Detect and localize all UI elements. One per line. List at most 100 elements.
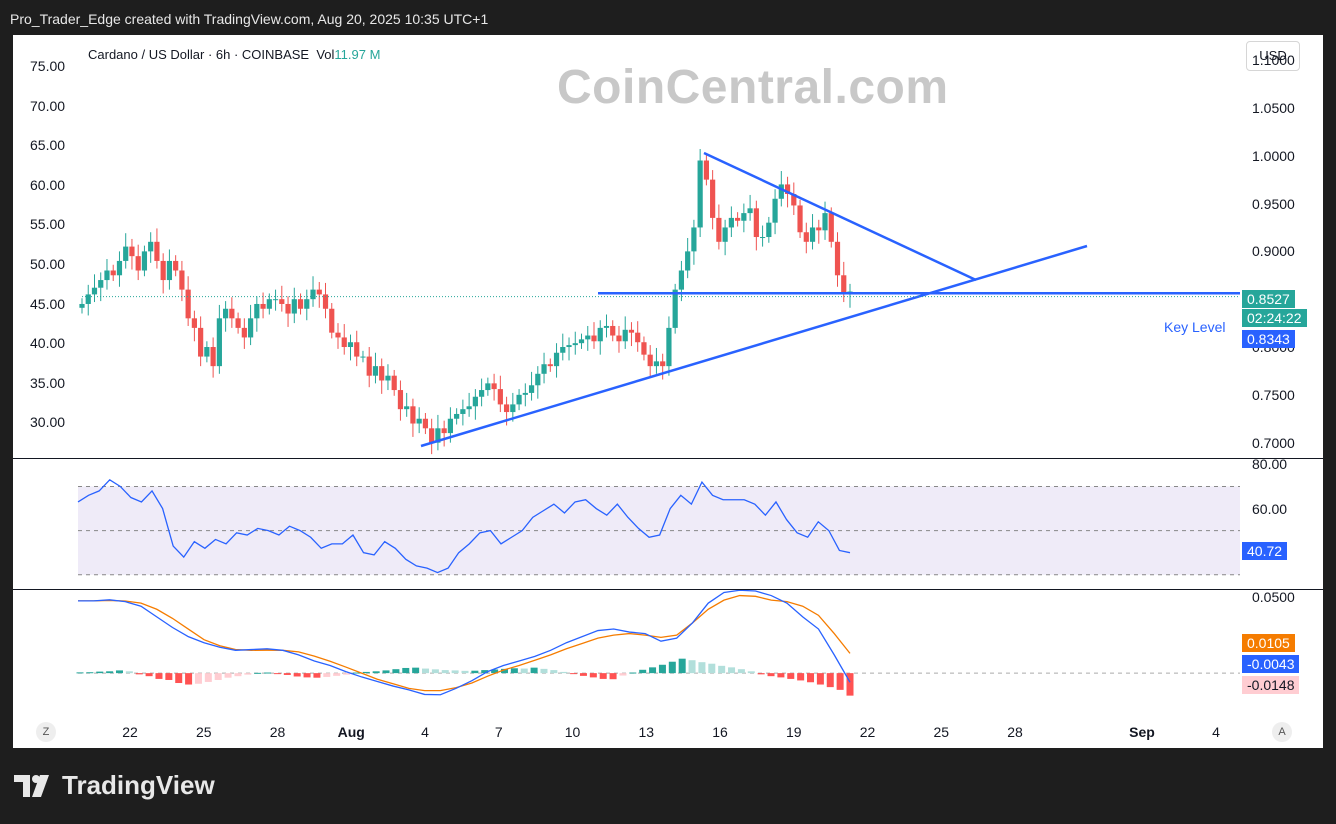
candle-body bbox=[722, 227, 728, 242]
macd-histogram-bar bbox=[560, 671, 568, 674]
candle-body bbox=[335, 332, 341, 338]
candle-body bbox=[547, 364, 553, 367]
macd-histogram-bar bbox=[273, 673, 281, 675]
candle-body bbox=[129, 246, 135, 257]
candle-body bbox=[85, 294, 91, 304]
macd-histogram-bar bbox=[165, 673, 173, 680]
candle-body bbox=[691, 227, 697, 252]
candle-body bbox=[834, 241, 841, 276]
left-axis-tick: 40.00 bbox=[30, 335, 66, 352]
candle-body bbox=[329, 308, 335, 333]
macd-histogram-bar bbox=[224, 673, 232, 678]
candle-body bbox=[735, 217, 741, 221]
time-axis-tick: 13 bbox=[638, 724, 655, 740]
candle-body bbox=[766, 222, 772, 238]
candle-body bbox=[235, 318, 241, 328]
candle-body bbox=[784, 184, 791, 194]
left-axis-tick: 70.00 bbox=[30, 97, 66, 114]
candle-body bbox=[216, 318, 222, 367]
candle-body bbox=[685, 251, 691, 271]
candle-body bbox=[247, 318, 254, 338]
macd-histogram-bar bbox=[323, 673, 331, 677]
candle-body bbox=[179, 270, 185, 290]
macd-histogram-bar bbox=[96, 671, 104, 674]
candle-body bbox=[572, 343, 578, 346]
candle-body bbox=[304, 299, 310, 309]
macd-histogram-bar bbox=[688, 660, 696, 674]
candle-body bbox=[422, 418, 429, 429]
current-price-tag: 0.8527 bbox=[1242, 290, 1295, 308]
candle-body bbox=[491, 383, 497, 390]
macd-histogram-bar bbox=[718, 665, 726, 674]
macd-histogram-bar bbox=[264, 672, 272, 674]
time-axis-tick: 4 bbox=[421, 724, 429, 740]
candle-body bbox=[366, 356, 372, 376]
macd-histogram-bar bbox=[115, 670, 123, 674]
macd-histogram-bar bbox=[500, 668, 508, 674]
macd-histogram-bar bbox=[283, 673, 291, 675]
countdown-tag: 02:24:22 bbox=[1242, 309, 1307, 327]
candle-body bbox=[410, 406, 416, 424]
candle-body bbox=[535, 373, 541, 386]
candle-body bbox=[241, 327, 247, 338]
candle-body bbox=[797, 205, 803, 233]
macd-histogram-bar bbox=[846, 673, 854, 696]
candle-body bbox=[566, 345, 572, 348]
macd-histogram-bar bbox=[461, 670, 469, 674]
candle-body bbox=[341, 337, 347, 348]
candle-body bbox=[828, 213, 834, 242]
macd-histogram-bar bbox=[520, 668, 528, 674]
time-axis-tick: 10 bbox=[564, 724, 581, 740]
candle-body bbox=[379, 366, 385, 381]
left-axis-tick: 30.00 bbox=[30, 414, 66, 431]
time-axis-tick: 28 bbox=[1007, 724, 1023, 740]
candle-body bbox=[553, 352, 560, 367]
macd-histogram-bar bbox=[303, 673, 311, 678]
candle-body bbox=[610, 325, 616, 336]
zoom-button[interactable]: Z bbox=[36, 722, 56, 742]
macd-histogram-bar bbox=[76, 672, 84, 674]
macd-histogram-bar bbox=[402, 667, 410, 674]
macd-histogram-bar bbox=[481, 670, 489, 674]
candle-body bbox=[841, 275, 847, 295]
candle-body bbox=[148, 241, 154, 252]
left-axis-tick: 75.00 bbox=[30, 58, 66, 74]
candle-body bbox=[372, 366, 379, 376]
macd-histogram-bar bbox=[728, 667, 736, 674]
candle-body bbox=[416, 418, 422, 424]
candle-body bbox=[653, 361, 660, 367]
macd-histogram-bar bbox=[747, 671, 755, 674]
macd-histogram-bar bbox=[826, 673, 834, 688]
chart-panel[interactable] bbox=[13, 35, 1323, 748]
time-axis-tick: 25 bbox=[195, 724, 212, 740]
candle-body bbox=[110, 270, 116, 276]
candle-body bbox=[809, 227, 816, 242]
candle-body bbox=[191, 318, 197, 328]
auto-scale-button[interactable]: A bbox=[1272, 722, 1292, 742]
candle-body bbox=[647, 354, 653, 367]
candle-body bbox=[123, 246, 129, 261]
candle-body bbox=[716, 217, 722, 242]
price-axis-tick: 1.0500 bbox=[1252, 99, 1295, 116]
currency-button[interactable]: USD bbox=[1246, 41, 1300, 71]
candle-body bbox=[435, 428, 441, 443]
macd-histogram-bar bbox=[807, 673, 815, 683]
candle-body bbox=[560, 347, 566, 353]
time-axis-tick: 22 bbox=[122, 724, 138, 740]
time-axis-tick: 7 bbox=[494, 724, 503, 740]
descending-resistance-line bbox=[703, 151, 977, 282]
candle-body bbox=[528, 385, 535, 393]
tradingview-logo: TradingView bbox=[14, 770, 215, 801]
candle-body bbox=[166, 260, 173, 281]
macd-histogram-bar bbox=[836, 673, 844, 690]
macd-histogram-bar bbox=[175, 673, 183, 684]
time-axis-tick: Sep bbox=[1129, 724, 1155, 740]
macd-line bbox=[78, 589, 851, 696]
macd-histogram-bar bbox=[777, 673, 785, 678]
candle-body bbox=[297, 299, 304, 309]
candle-body bbox=[516, 394, 522, 405]
candle-body bbox=[772, 198, 778, 223]
candle-body bbox=[497, 389, 503, 405]
macd-histogram-bar bbox=[254, 672, 262, 674]
